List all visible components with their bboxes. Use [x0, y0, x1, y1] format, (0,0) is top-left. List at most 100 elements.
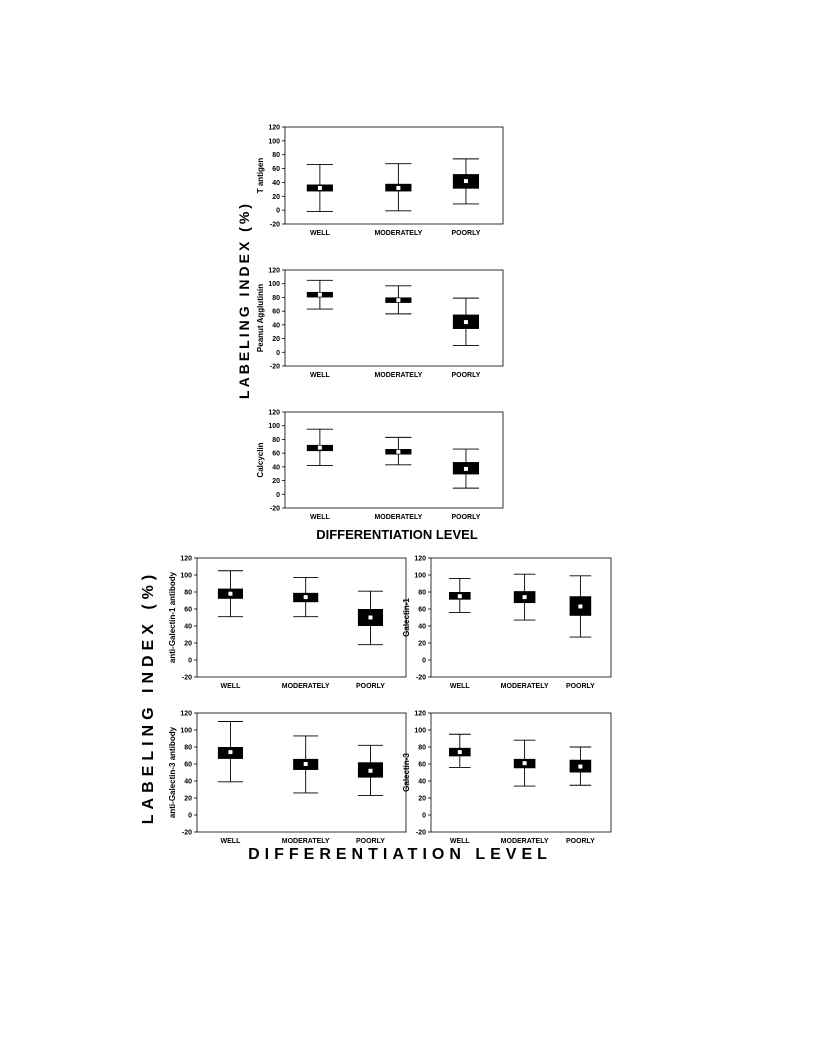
- y-tick-label: 60: [272, 166, 280, 173]
- x-tick-label: MODERATELY: [282, 683, 330, 690]
- x-tick-label: MODERATELY: [282, 838, 330, 845]
- plot-frame: [284, 126, 504, 225]
- median-marker: [578, 604, 583, 609]
- x-tick-label: MODERATELY: [501, 838, 549, 845]
- y-tick-label: -20: [416, 675, 426, 682]
- y-tick-label: 20: [272, 194, 280, 201]
- y-axis-label: anti-Galectin-1 antibody: [168, 571, 177, 663]
- x-tick-label: POORLY: [451, 230, 480, 237]
- y-tick-label: 40: [184, 779, 192, 786]
- y-tick-label: 120: [180, 556, 192, 563]
- panel: -20 0 20 40 60 80 100 120 anti-Galectin-3 antibo…: [168, 711, 407, 845]
- median-marker: [457, 750, 462, 755]
- plot-frame: [196, 557, 407, 678]
- x-tick-label: MODERATELY: [374, 230, 422, 237]
- x-tick-label: WELL: [450, 838, 471, 845]
- y-tick-label: 100: [414, 573, 426, 580]
- y-tick-label: 20: [184, 641, 192, 648]
- panel: -20 0 20 40 60 80 100 120 T antigen WELL MODERATEL…: [256, 125, 504, 237]
- panel: -20 0 20 40 60 80 100 120 Galectin-1 WELL MODERATE…: [402, 556, 612, 690]
- y-tick-label: 40: [272, 464, 280, 471]
- plot-frame: [196, 712, 407, 833]
- x-tick-label: MODERATELY: [374, 514, 422, 521]
- y-tick-label: 100: [180, 573, 192, 580]
- y-tick-label: 100: [268, 281, 280, 288]
- y-tick-label: 0: [276, 208, 280, 215]
- y-tick-label: 40: [418, 624, 426, 631]
- median-marker: [317, 292, 322, 297]
- y-tick-label: -20: [270, 222, 280, 229]
- y-tick-label: 0: [188, 813, 192, 820]
- y-axis-label: T antigen: [256, 158, 265, 194]
- y-tick-label: 80: [184, 590, 192, 597]
- x-tick-label: POORLY: [566, 838, 595, 845]
- y-tick-label: 100: [180, 728, 192, 735]
- y-tick-label: 120: [268, 268, 280, 275]
- y-tick-label: 80: [272, 152, 280, 159]
- plot-frame: [430, 712, 612, 833]
- y-tick-label: -20: [416, 830, 426, 837]
- median-marker: [317, 445, 322, 450]
- y-axis-label: Peanut Agglutinin: [256, 284, 265, 352]
- median-marker: [463, 179, 468, 184]
- y-tick-label: 0: [422, 658, 426, 665]
- y-tick-label: 120: [268, 125, 280, 132]
- y-tick-label: 60: [418, 762, 426, 769]
- y-tick-label: 20: [272, 478, 280, 485]
- x-tick-label: POORLY: [451, 514, 480, 521]
- x-tick-label: WELL: [310, 372, 331, 379]
- y-tick-label: 80: [272, 437, 280, 444]
- y-tick-label: 60: [272, 451, 280, 458]
- y-tick-label: 80: [418, 745, 426, 752]
- median-marker: [368, 768, 373, 773]
- median-marker: [317, 185, 322, 190]
- y-tick-label: 0: [276, 350, 280, 357]
- median-marker: [228, 591, 233, 596]
- figure-x-label: DIFFERENTIATION LEVEL: [248, 846, 552, 863]
- plot-frame: [284, 411, 504, 509]
- y-tick-label: -20: [182, 675, 192, 682]
- panel: -20 0 20 40 60 80 100 120 Peanut Agglutinin WELL M…: [256, 268, 504, 379]
- x-tick-label: WELL: [310, 230, 331, 237]
- figure-y-label: LABELING INDEX (%): [236, 201, 252, 399]
- median-marker: [463, 466, 468, 471]
- median-marker: [522, 595, 527, 600]
- y-tick-label: 0: [422, 813, 426, 820]
- y-axis-label: Calcyclin: [256, 442, 265, 477]
- y-tick-label: 40: [418, 779, 426, 786]
- y-tick-label: 40: [184, 624, 192, 631]
- plot-frame: [430, 557, 612, 678]
- y-axis-label: Galectin-1: [402, 598, 411, 637]
- y-tick-label: 20: [418, 641, 426, 648]
- x-tick-label: POORLY: [451, 372, 480, 379]
- median-marker: [457, 594, 462, 599]
- plot-frame: [284, 269, 504, 367]
- y-tick-label: 20: [418, 796, 426, 803]
- x-tick-label: POORLY: [566, 683, 595, 690]
- y-tick-label: 20: [272, 336, 280, 343]
- y-tick-label: 100: [414, 728, 426, 735]
- y-tick-label: 120: [268, 410, 280, 417]
- y-tick-label: -20: [182, 830, 192, 837]
- x-tick-label: WELL: [221, 683, 242, 690]
- x-tick-label: POORLY: [356, 683, 385, 690]
- median-marker: [228, 750, 233, 755]
- median-marker: [303, 762, 308, 766]
- panel: -20 0 20 40 60 80 100 120 Galectin-3 WELL MODERATE…: [402, 711, 612, 845]
- x-tick-label: MODERATELY: [374, 372, 422, 379]
- y-tick-label: 80: [272, 295, 280, 302]
- y-tick-label: 60: [418, 607, 426, 614]
- y-tick-label: 40: [272, 322, 280, 329]
- x-tick-label: WELL: [221, 838, 242, 845]
- y-tick-label: 60: [184, 607, 192, 614]
- y-tick-label: 0: [188, 658, 192, 665]
- figure-x-label: DIFFERENTIATION LEVEL: [316, 527, 478, 542]
- panel: -20 0 20 40 60 80 100 120 anti-Galectin-1 antibo…: [168, 556, 407, 690]
- y-tick-label: 120: [414, 556, 426, 563]
- y-tick-label: 120: [414, 711, 426, 718]
- median-marker: [522, 761, 527, 766]
- y-tick-label: 80: [418, 590, 426, 597]
- y-tick-label: -20: [270, 506, 280, 513]
- y-tick-label: 40: [272, 180, 280, 187]
